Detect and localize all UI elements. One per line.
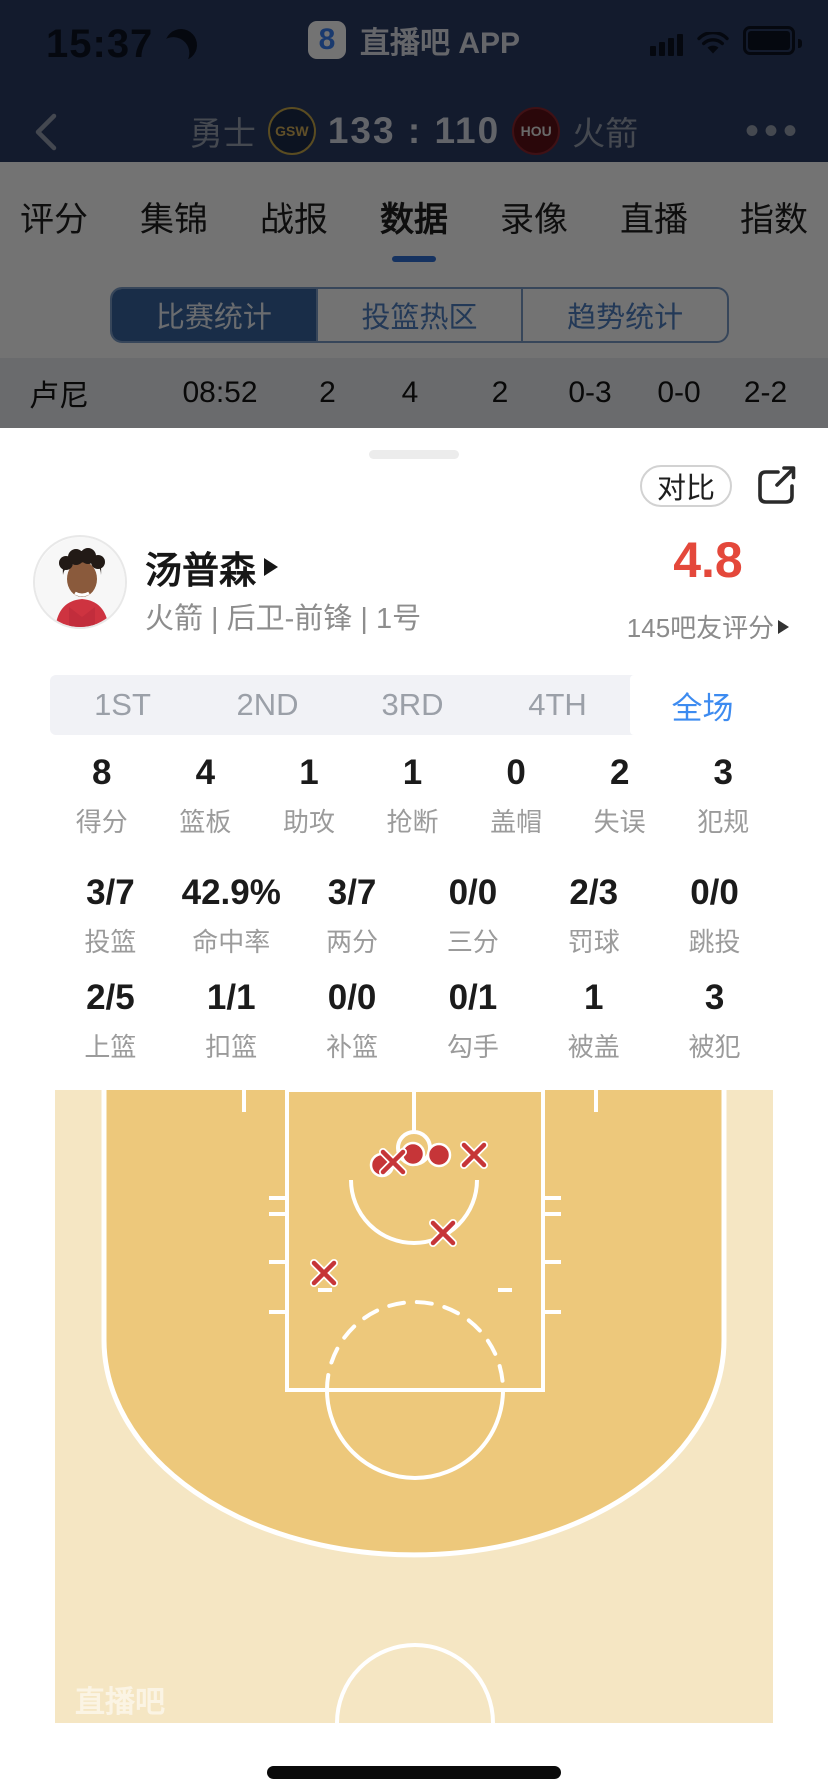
stat-value: 2/5 [86,978,135,1017]
stat-cell-勾手: 0/1 勾手 [412,979,533,1064]
missed-shot-marker [310,1259,338,1287]
stats-row-1: 8 得分 4 篮板 1 助攻 1 抢断 0 盖帽 2 失误 3 犯规 [50,754,775,839]
period-tab-4TH[interactable]: 4TH [528,687,587,722]
stat-label: 扣篮 [205,1032,258,1062]
rating-votes-link[interactable]: 145吧友评分 [618,608,798,645]
missed-shot-marker [379,1148,407,1176]
stat-cell-扣篮: 1/1 扣篮 [171,979,292,1064]
stat-label: 犯规 [697,807,750,837]
stat-label: 罚球 [567,927,620,957]
stat-cell-命中率: 42.9% 命中率 [171,874,292,959]
stat-value: 2/3 [569,873,619,912]
stat-label: 盖帽 [490,807,543,837]
stat-cell-投篮: 3/7 投篮 [50,874,171,959]
sheet-drag-handle[interactable] [369,450,459,459]
player-name: 汤普森 [145,550,256,591]
player-rating: 4.8 [673,532,743,588]
stats-row-3: 2/5 上篮 1/1 扣篮 0/0 补篮 0/1 勾手 1 被盖 3 被犯 [50,979,775,1064]
period-tab-全场[interactable]: 全场 [630,675,775,735]
stat-cell-盖帽: 0 盖帽 [464,754,568,839]
stat-value: 42.9% [181,873,281,912]
stat-value: 0/0 [448,873,498,912]
stat-cell-三分: 0/0 三分 [412,874,533,959]
missed-shot-marker [460,1141,488,1169]
stat-cell-犯规: 3 犯规 [671,754,775,839]
stat-value: 8 [92,753,112,792]
stat-label: 三分 [446,927,499,957]
stat-label: 助攻 [282,807,335,837]
rating-votes-label: 145吧友评分 [626,613,775,643]
stat-cell-罚球: 2/3 罚球 [533,874,654,959]
stat-label: 抢断 [386,807,439,837]
stat-label: 得分 [75,807,128,837]
stat-value: 3/7 [327,873,377,912]
share-button[interactable] [754,462,800,508]
missed-shot-marker [429,1219,457,1247]
stat-value: 0/0 [327,978,377,1017]
stat-value: 3 [704,978,725,1017]
stat-label: 跳投 [688,927,741,957]
chevron-right-icon [778,619,790,634]
player-avatar[interactable] [33,535,127,629]
stats-row-2: 3/7 投篮 42.9% 命中率 3/7 两分 0/0 三分 2/3 罚球 0/0 跳投 [50,874,775,959]
shot-markers [310,1141,488,1287]
player-name-link[interactable]: 汤普森 [145,540,278,594]
stat-cell-抢断: 1 抢断 [361,754,465,839]
stat-label: 被盖 [567,1032,620,1062]
period-tab-1ST[interactable]: 1ST [94,687,151,722]
stat-label: 篮板 [179,807,232,837]
stat-cell-被盖: 1 被盖 [533,979,654,1064]
stat-cell-跳投: 0/0 跳投 [654,874,775,959]
stat-value: 3 [713,753,733,792]
stat-cell-篮板: 4 篮板 [154,754,258,839]
stat-cell-补篮: 0/0 补篮 [292,979,413,1064]
stat-cell-上篮: 2/5 上篮 [50,979,171,1064]
stat-value: 1 [583,978,604,1017]
stat-value: 0 [506,753,526,792]
made-shot-marker [426,1142,452,1168]
stat-cell-被犯: 3 被犯 [654,979,775,1064]
stat-cell-得分: 8 得分 [50,754,154,839]
stat-label: 命中率 [192,927,271,957]
shot-chart: 直播吧 [55,1088,773,1724]
stat-cell-失误: 2 失误 [568,754,672,839]
compare-button-label: 对比 [656,473,715,505]
stat-label: 失误 [593,807,646,837]
stat-cell-两分: 3/7 两分 [292,874,413,959]
stat-label: 勾手 [446,1032,499,1062]
stat-label: 被犯 [688,1032,741,1062]
home-indicator[interactable] [267,1766,561,1779]
chevron-right-icon [264,558,278,576]
stat-label: 投篮 [84,927,137,957]
player-info: 火箭 | 后卫-前锋 | 1号 [145,603,422,635]
court-lines [101,1088,727,1724]
period-tab-3RD[interactable]: 3RD [381,687,444,722]
stat-cell-助攻: 1 助攻 [257,754,361,839]
period-tabs: 1ST 2ND 3RD 4TH 全场 [50,675,775,735]
period-tab-2ND[interactable]: 2ND [236,687,299,722]
stat-value: 0/0 [690,873,739,912]
stat-value: 4 [195,753,216,792]
stat-label: 补篮 [326,1032,379,1062]
stat-value: 3/7 [86,873,135,912]
stat-value: 1 [402,753,423,792]
dim-overlay [0,0,828,428]
stat-value: 2 [609,753,630,792]
court-inner-area [104,1090,724,1555]
stat-value: 1 [299,753,319,792]
player-detail-sheet: 对比 汤普森 火箭 | 后卫-前锋 | 1号 4.8 [0,428,828,1792]
stat-value: 0/1 [448,978,498,1017]
watermark: 直播吧 [75,1686,165,1719]
stat-value: 1/1 [206,978,256,1017]
stat-label: 两分 [326,927,379,957]
stat-label: 上篮 [84,1032,137,1062]
compare-button[interactable]: 对比 [640,465,732,507]
